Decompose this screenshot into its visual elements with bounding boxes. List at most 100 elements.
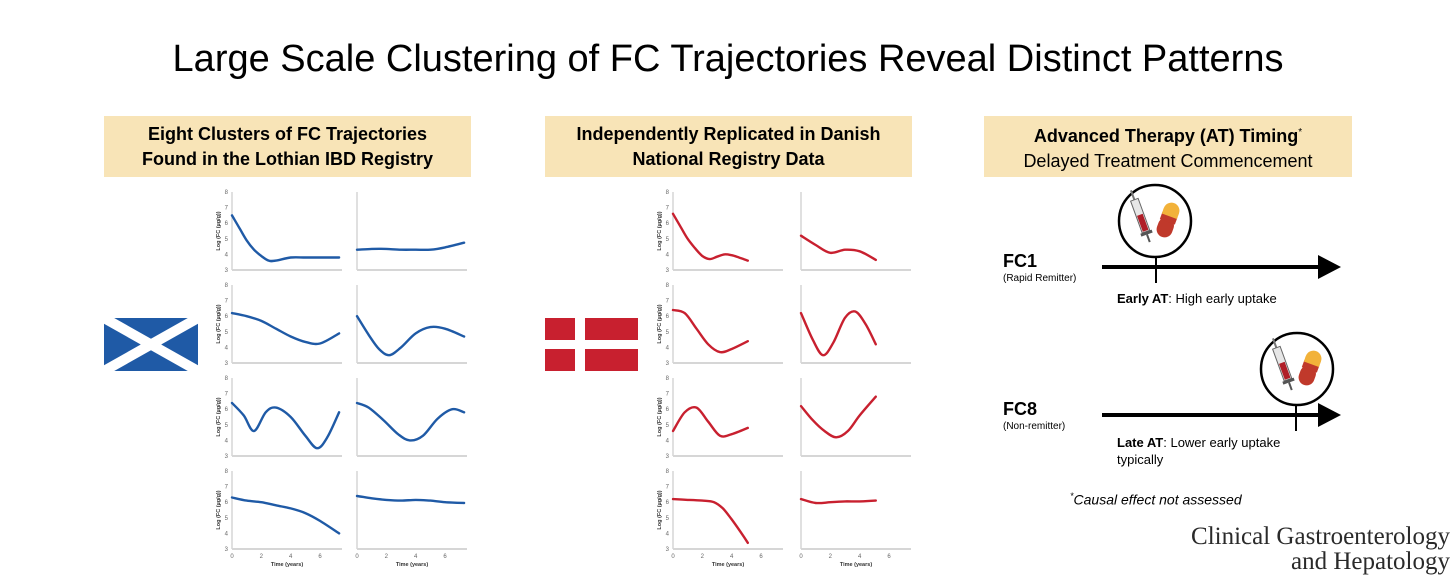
y-tick-label: 6 [666, 314, 670, 320]
fc1-note: Early AT: High early uptake [1117, 290, 1277, 307]
panel-header-line2: National Registry Data [632, 148, 825, 169]
y-tick-label: 6 [225, 407, 229, 413]
y-tick-label: 4 [225, 252, 229, 258]
y-tick-label: 4 [666, 531, 670, 537]
fc8-note: Late AT: Lower early uptake typically [1117, 434, 1280, 468]
footnote: *Causal effect not assessed [1070, 491, 1242, 508]
y-tick-label: 5 [225, 516, 229, 522]
panel-header-title: Advanced Therapy (AT) Timing [1033, 125, 1299, 146]
y-tick-label: 7 [225, 392, 229, 398]
x-tick-label: 4 [730, 554, 734, 560]
journal-line2: and Hepatology [1291, 548, 1450, 575]
fc8-timeline [1102, 331, 1341, 431]
y-tick-label: 4 [225, 531, 229, 537]
y-axis-label: Log (FC (µg/g)) [657, 211, 663, 250]
y-tick-label: 8 [225, 283, 229, 289]
y-axis-label: Log (FC (µg/g)) [657, 397, 663, 436]
x-tick-label: 4 [858, 554, 862, 560]
y-tick-label: 6 [666, 407, 670, 413]
trajectory-line [671, 497, 749, 544]
fc1-label: FC1 [1003, 251, 1038, 271]
x-axis-label: Time (years) [396, 562, 428, 568]
fc8-note-bold: Late AT [1117, 435, 1164, 450]
x-tick-label: 4 [414, 554, 418, 560]
y-tick-label: 7 [666, 206, 670, 212]
x-tick-label: 6 [887, 554, 891, 560]
trajectory-line [355, 401, 466, 442]
y-tick-label: 5 [666, 330, 670, 336]
y-tick-label: 5 [666, 516, 670, 522]
y-tick-label: 4 [666, 252, 670, 258]
y-tick-label: 5 [666, 423, 670, 429]
x-tick-label: 6 [443, 554, 447, 560]
y-tick-label: 4 [225, 438, 229, 444]
treatment-icon [1117, 183, 1193, 259]
panel-header-danish: Independently Replicated in Danish Natio… [545, 116, 912, 177]
denmark-cluster-plot: 3 4 5 6 7 8 Log (FC (µg/g)) [657, 190, 783, 274]
x-tick-label: 0 [355, 554, 359, 560]
y-tick-label: 3 [225, 454, 229, 460]
x-tick-label: 0 [671, 554, 675, 560]
fc8-note-text: : Lower early uptake [1163, 435, 1281, 450]
y-tick-label: 3 [666, 361, 670, 367]
trajectory-line [799, 497, 877, 505]
x-tick-label: 2 [701, 554, 705, 560]
y-tick-label: 8 [225, 190, 229, 196]
fc1-note-bold: Early AT [1117, 291, 1169, 306]
y-tick-label: 5 [666, 237, 670, 243]
x-axis-label: Time (years) [271, 562, 303, 568]
x-tick-label: 6 [759, 554, 763, 560]
x-tick-label: 0 [799, 554, 803, 560]
y-tick-label: 8 [666, 283, 670, 289]
y-tick-label: 3 [225, 547, 229, 553]
treatment-icon [1259, 331, 1335, 407]
trajectory-line [799, 395, 877, 439]
x-axis-label: Time (years) [712, 562, 744, 568]
y-axis-label: Log (FC (µg/g)) [657, 490, 663, 529]
y-tick-label: 5 [225, 423, 229, 429]
fc1-note-text: : High early uptake [1168, 291, 1277, 306]
x-tick-label: 2 [260, 554, 264, 560]
fc8-sublabel: (Non-remitter) [1003, 421, 1066, 432]
y-tick-label: 8 [666, 376, 670, 382]
y-tick-label: 3 [666, 268, 670, 274]
panel-header-line1: Eight Clusters of FC Trajectories [147, 123, 428, 144]
y-tick-label: 3 [225, 268, 229, 274]
y-axis-label: Log (FC (µg/g)) [216, 397, 222, 436]
y-tick-label: 6 [666, 500, 670, 506]
y-tick-label: 7 [225, 485, 229, 491]
denmark-cluster-plot: 3 4 5 6 7 8 Log (FC (µg/g)) 0 2 4 6 Time (years) [657, 469, 783, 568]
scotland-flag [101, 313, 201, 376]
panel-header-line1: Independently Replicated in Danish [576, 123, 881, 144]
denmark-cluster-plot [799, 378, 911, 457]
scotland-cluster-plot: 3 4 5 6 7 8 Log (FC (µg/g)) [216, 190, 342, 274]
y-tick-label: 5 [225, 330, 229, 336]
panel-header-line2: Delayed Treatment Commencement [1023, 150, 1313, 171]
y-tick-label: 4 [666, 438, 670, 444]
panel-header-at-timing: Advanced Therapy (AT) Timing* Delayed Tr… [984, 116, 1352, 177]
denmark-flag [545, 318, 638, 371]
denmark-cluster-plot: 0 2 4 6 Time (years) [799, 471, 911, 568]
denmark-cluster-plot [799, 192, 911, 271]
trajectory-line [230, 214, 341, 263]
trajectory-line [355, 241, 466, 252]
trajectory-line [671, 308, 749, 354]
y-tick-label: 4 [666, 345, 670, 351]
panel-header-line1: Advanced Therapy (AT) Timing* [1034, 120, 1302, 149]
y-tick-label: 7 [666, 392, 670, 398]
x-tick-label: 4 [289, 554, 293, 560]
scotland-cluster-plot: 3 4 5 6 7 8 Log (FC (µg/g)) [216, 283, 342, 367]
y-axis-label: Log (FC (µg/g)) [216, 490, 222, 529]
y-tick-label: 6 [225, 500, 229, 506]
trajectory-line [671, 212, 749, 262]
y-tick-label: 7 [225, 206, 229, 212]
scotland-cluster-plot [355, 192, 467, 271]
y-axis-label: Log (FC (µg/g)) [216, 304, 222, 343]
trajectory-line [355, 494, 466, 505]
y-tick-label: 6 [225, 314, 229, 320]
trajectory-line [671, 405, 749, 438]
x-tick-label: 6 [318, 554, 322, 560]
denmark-cluster-plot [799, 285, 911, 364]
x-tick-label: 2 [829, 554, 833, 560]
fc8-note-text2: typically [1117, 452, 1164, 467]
